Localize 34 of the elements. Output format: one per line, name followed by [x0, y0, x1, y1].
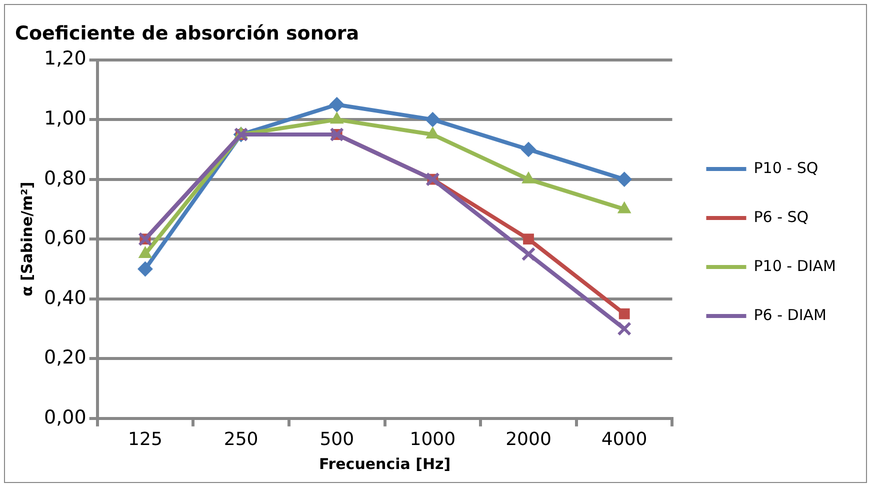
point	[522, 172, 536, 184]
point	[618, 308, 630, 320]
y-tick-label: 1,20	[44, 48, 86, 70]
chart-title: Coeficiente de absorción sonora	[15, 22, 360, 44]
point	[329, 97, 344, 112]
y-axis-title: α [Sabine/m²]	[18, 182, 36, 296]
point	[617, 322, 632, 336]
y-tick-label: 0,20	[44, 346, 86, 369]
y-tick-label: 0,00	[44, 406, 86, 428]
point	[521, 142, 536, 157]
x-tick-label: 2000	[506, 428, 552, 450]
point	[521, 246, 536, 262]
y-tick-label: 0,60	[44, 227, 86, 250]
legend-label: P6 - SQ	[754, 208, 809, 226]
y-tick-label: 0,80	[44, 167, 86, 190]
x-axis-title: Frecuencia [Hz]	[318, 454, 451, 473]
point	[618, 202, 631, 214]
point	[138, 246, 152, 258]
point	[523, 234, 534, 245]
point	[425, 112, 440, 128]
y-tick-label: 0,40	[44, 286, 86, 309]
x-tick-label: 500	[320, 428, 354, 450]
legend-label: P10 - SQ	[754, 158, 818, 177]
point	[616, 172, 632, 187]
x-tick-label: 125	[128, 428, 162, 450]
point	[138, 261, 153, 276]
legend-label: P10 - DIAM	[754, 256, 836, 275]
x-tick-label: 4000	[601, 428, 648, 450]
x-tick-label: 1000	[410, 428, 456, 450]
point	[330, 112, 344, 124]
y-tick-label: 1,00	[44, 108, 86, 130]
legend-label: P6 - DIAM	[754, 306, 826, 324]
point	[426, 127, 440, 139]
x-tick-label: 250	[224, 428, 258, 450]
